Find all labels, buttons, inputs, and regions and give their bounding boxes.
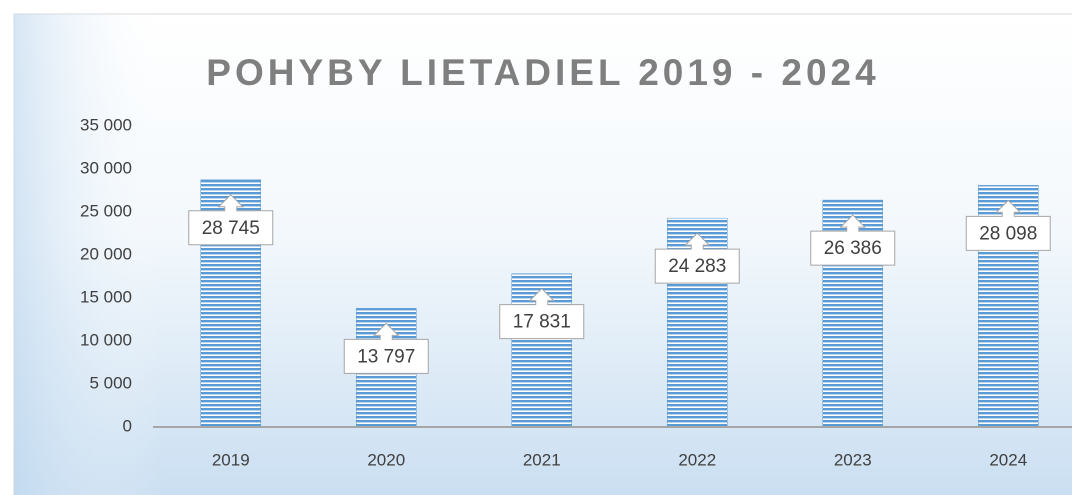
- data-label-callout: [188, 194, 274, 246]
- y-tick-label: 0: [123, 416, 132, 435]
- x-tick-label: 2020: [367, 450, 405, 469]
- x-tick-label: 2023: [834, 450, 872, 469]
- x-tick-label: 2022: [678, 450, 716, 469]
- y-tick-label: 30 000: [80, 158, 132, 177]
- x-tick-label: 2019: [212, 450, 250, 469]
- y-tick-label: 5 000: [89, 373, 132, 392]
- data-label: 17 831: [513, 312, 571, 333]
- chart-title: POHYBY LIETADIEL 2019 - 2024: [206, 52, 879, 93]
- data-label: 26 386: [824, 238, 882, 259]
- x-tick-label: 2024: [989, 450, 1027, 469]
- y-tick-label: 15 000: [80, 287, 132, 306]
- data-label: 24 283: [668, 256, 726, 277]
- data-label-callout: [343, 322, 429, 374]
- data-label-callout: [965, 199, 1051, 251]
- data-label-callout: [654, 232, 740, 284]
- data-label-callout: [499, 287, 585, 340]
- data-label: 28 745: [202, 218, 260, 239]
- y-tick-label: 20 000: [80, 244, 132, 263]
- y-tick-label: 25 000: [80, 201, 132, 220]
- data-label: 13 797: [357, 346, 415, 367]
- data-label: 28 098: [979, 223, 1037, 244]
- x-tick-label: 2021: [523, 450, 561, 469]
- y-tick-label: 10 000: [80, 330, 132, 349]
- y-tick-label: 35 000: [80, 115, 132, 134]
- data-label-callout: [810, 214, 896, 266]
